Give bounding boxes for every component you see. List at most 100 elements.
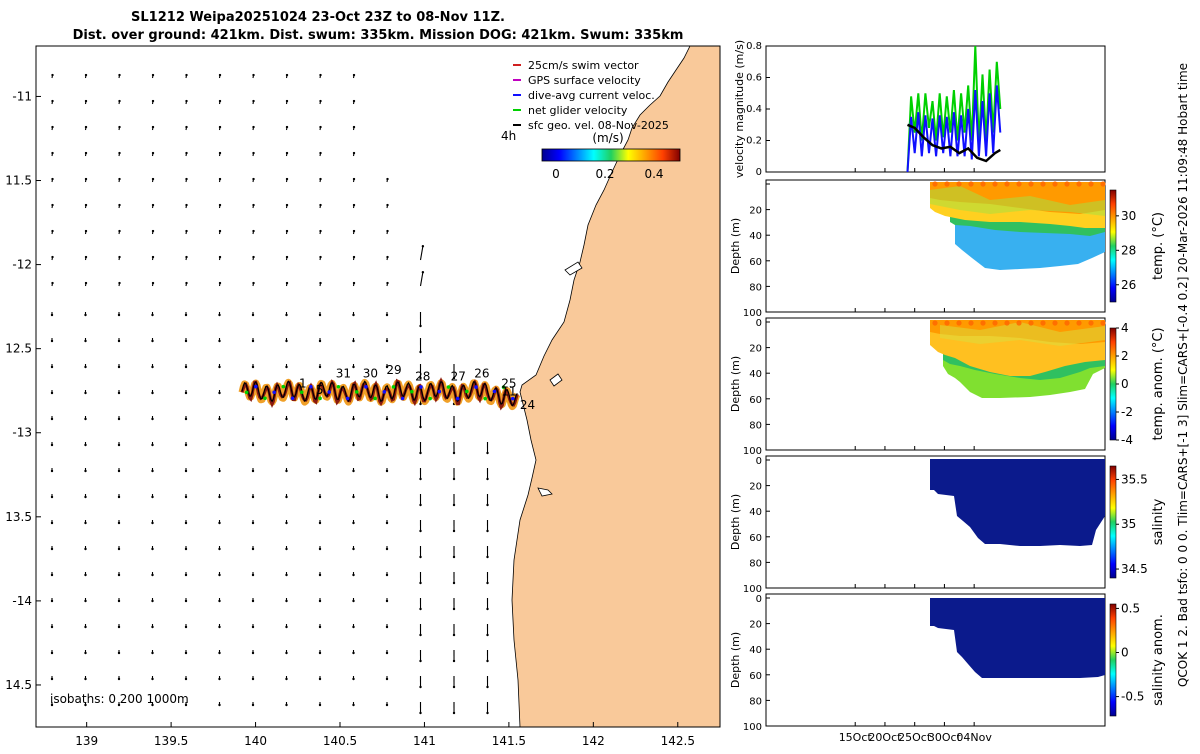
velocity-arrow-head <box>353 256 355 258</box>
velocity-arrow-head <box>285 678 287 680</box>
depth-tick-label: 20 <box>749 482 762 493</box>
velocity-arrow-head <box>352 470 354 472</box>
colorbar-tick-label: 4 <box>1121 321 1129 335</box>
velocity-arrow-head <box>219 178 221 180</box>
velocity-arrow-head <box>185 126 187 128</box>
velocity-arrow-head <box>486 452 488 454</box>
velocity-arrow-head <box>419 530 421 532</box>
colorbar-tick-label: 30 <box>1121 209 1136 223</box>
surface-sample-dot <box>1100 320 1105 325</box>
velocity-arrow-head <box>453 660 455 662</box>
velocity-arrow-head <box>386 340 388 342</box>
depth-tick-label: 80 <box>749 420 762 431</box>
velocity-arrow-head <box>352 522 354 524</box>
velocity-arrow-head <box>151 678 153 680</box>
map-y-tick-label: 13.5 <box>5 510 32 524</box>
velocity-arrow-head <box>353 282 355 284</box>
velocity-arrow-head <box>118 366 120 368</box>
velocity-arrow-head <box>386 574 388 576</box>
map-y-tick-label: -11 <box>12 89 32 103</box>
map-x-tick-label: 141.5 <box>492 734 526 748</box>
surface-sample-dot <box>1004 320 1009 325</box>
velocity-arrow-head <box>285 626 287 628</box>
velocity-arrow-head <box>51 340 53 342</box>
velocity-arrow-head <box>185 470 187 472</box>
velocity-arrow-head <box>85 282 87 284</box>
velocity-arrow-head <box>218 626 220 628</box>
velocity-arrow-head <box>319 256 321 258</box>
track-fix-marker <box>327 390 331 394</box>
depth-tick-label: 0 <box>756 594 762 605</box>
velocity-arrow-head <box>218 522 220 524</box>
velocity-arrow-head <box>285 496 287 498</box>
velocity-arrow-head <box>84 574 86 576</box>
velocity-arrow-head <box>319 444 321 446</box>
velocity-arrow-head <box>386 678 388 680</box>
velocity-arrow-head <box>422 245 424 247</box>
colorbar-tick-label: -0.5 <box>1121 690 1144 704</box>
velocity-arrow-head <box>152 74 154 76</box>
day-label: 1 <box>299 376 307 390</box>
map-colorbar-tick: 0.4 <box>644 167 663 181</box>
depth-tick-label: 80 <box>749 558 762 569</box>
velocity-arrow-head <box>51 74 53 76</box>
velocity-arrow-head <box>285 574 287 576</box>
velocity-arrow-head <box>252 340 254 342</box>
track-fix-marker <box>474 385 478 389</box>
velocity-arrow-head <box>352 626 354 628</box>
velocity-arrow-head <box>118 100 120 102</box>
isobaths-label: isobaths: 0 200 1000m <box>50 692 189 706</box>
velocity-arrow-head <box>252 366 254 368</box>
velocity-arrow-head <box>319 152 321 154</box>
surface-sample-dot <box>1028 320 1033 325</box>
track-fix-marker <box>447 385 451 389</box>
velocity-arrow-head <box>319 522 321 524</box>
velocity-arrow-head <box>319 470 321 472</box>
velocity-arrow-head <box>419 403 421 405</box>
track-fix-marker <box>337 385 341 389</box>
velocity-arrow-head <box>352 678 354 680</box>
velocity-arrow-head <box>185 282 187 284</box>
velocity-arrow-head <box>51 126 53 128</box>
map-colorbar-tick: 0 <box>552 167 560 181</box>
velocity-arrow-head <box>51 444 53 446</box>
velocity-arrow-head <box>85 256 87 258</box>
map-y-tick-label: -13 <box>12 426 32 440</box>
velocity-arrow-head <box>118 178 120 180</box>
velocity-arrow-head <box>51 178 53 180</box>
surface-sample-dot <box>1076 320 1081 325</box>
velocity-arrow-head <box>152 230 154 232</box>
velocity-arrow-head <box>118 126 120 128</box>
map-x-tick-label: 141 <box>413 734 436 748</box>
colorbar-tick-label: 0.5 <box>1121 601 1140 615</box>
velocity-arrow-head <box>51 652 53 654</box>
track-fix-marker <box>291 397 295 401</box>
surface-sample-dot <box>980 320 985 325</box>
velocity-arrow-head <box>151 444 153 446</box>
velocity-arrow-head <box>185 574 187 576</box>
velocity-arrow-head <box>151 470 153 472</box>
legend-label-swim-vector: 25cm/s swim vector <box>528 59 639 72</box>
day-label: 28 <box>415 370 430 384</box>
velocity-arrow-head <box>386 204 388 206</box>
temperature-surface-samples <box>932 181 1105 186</box>
velocity-arrow-head <box>286 100 288 102</box>
velocity-arrow-head <box>85 152 87 154</box>
surface-sample-dot <box>1052 320 1057 325</box>
velocity-arrow-head <box>352 314 354 316</box>
velocity-arrow-head <box>118 340 120 342</box>
temperature-colorbar <box>1110 190 1116 302</box>
velocity-arrow-head <box>84 678 86 680</box>
velocity-arrow-head <box>352 574 354 576</box>
surface-sample-dot <box>1016 320 1021 325</box>
velocity-arrow-head <box>185 652 187 654</box>
velocity-arrow-head <box>84 470 86 472</box>
velocity-arrow-head <box>486 660 488 662</box>
velocity-arrow-head <box>319 204 321 206</box>
surface-sample-dot <box>992 181 997 186</box>
surface-sample-dot <box>1100 181 1105 186</box>
velocity-arrow-head <box>286 256 288 258</box>
map-colorbar-gradient <box>542 149 680 161</box>
track-fix-marker <box>382 390 386 394</box>
